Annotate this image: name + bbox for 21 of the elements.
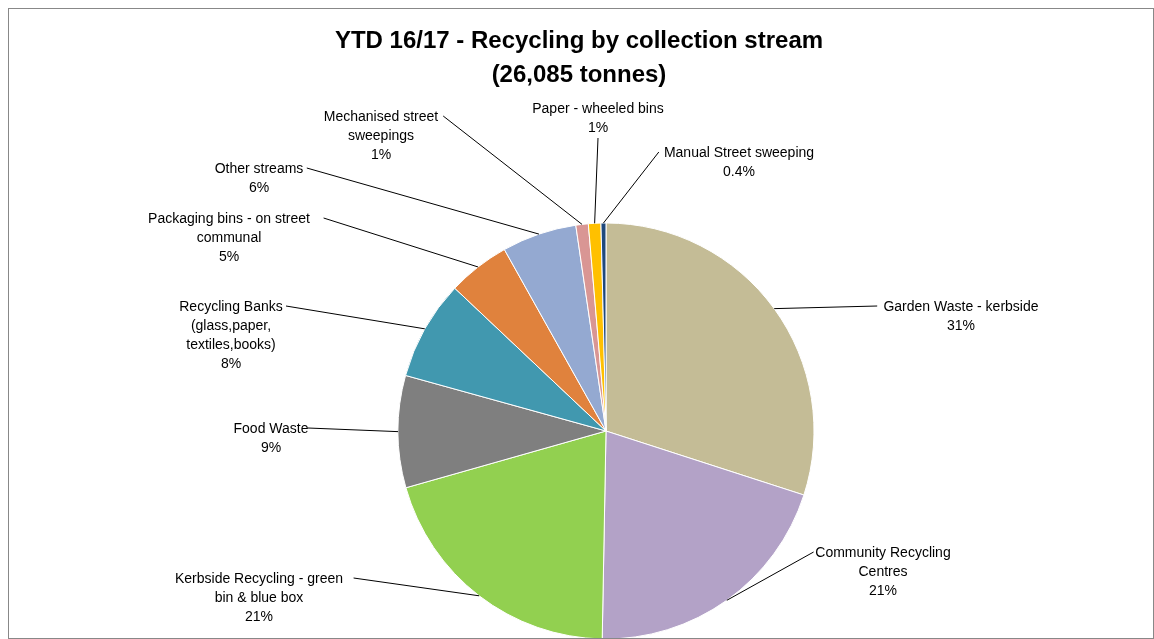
slice-label: Manual Street sweeping — [663, 144, 815, 160]
data-label: 0.4% — [723, 163, 755, 179]
data-label: 21% — [868, 582, 898, 598]
slice-label: Mechanised street sweepings — [323, 108, 439, 143]
data-label: 1% — [587, 119, 609, 135]
slice-label: Recycling Banks (glass,paper, textiles,books) — [179, 298, 283, 352]
slice-label: Garden Waste - kerbside — [883, 298, 1039, 314]
data-label: 21% — [244, 608, 274, 624]
slice-label: Community Recycling Centres — [815, 544, 951, 579]
slice-label: Paper - wheeled bins — [532, 100, 664, 116]
data-label: 9% — [260, 439, 282, 455]
slice-label: Food Waste — [233, 420, 309, 436]
slice-label: Kerbside Recycling - green bin & blue box — [174, 570, 344, 605]
data-label: 6% — [248, 179, 270, 195]
slice-label: Packaging bins - on street communal — [148, 210, 311, 245]
data-label: 31% — [946, 317, 976, 333]
data-label: 8% — [220, 355, 242, 371]
data-label: 1% — [370, 146, 392, 162]
data-label: 5% — [218, 248, 240, 264]
slice-label: Other streams — [214, 160, 304, 176]
chart-title: YTD 16/17 - Recycling by collection stream (26,085 tonnes) — [333, 25, 825, 89]
